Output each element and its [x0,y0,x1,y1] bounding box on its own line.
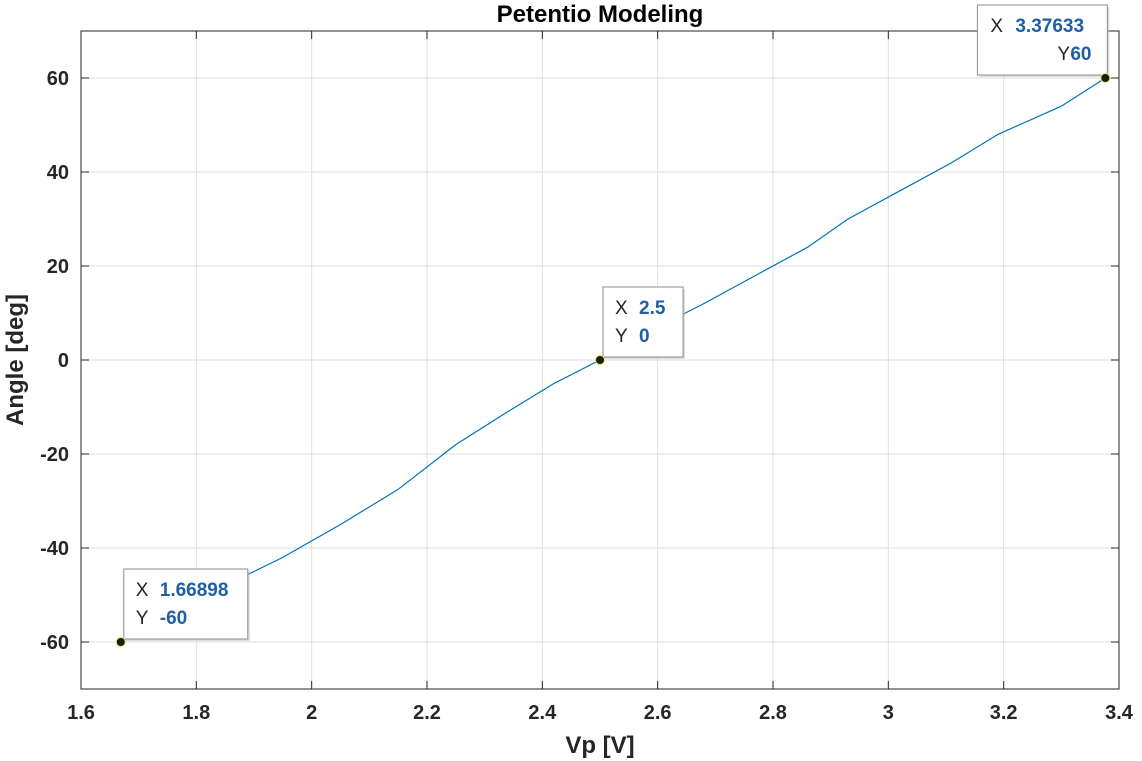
datatip-x-value: 2.5 [639,298,666,319]
datatip-y-label: Y [1057,44,1070,65]
datatip: X 1.66898 Y -60 [115,568,250,647]
datatip-y-value: 0 [639,326,650,347]
datatip-marker [115,637,126,647]
datatip-x-value: 1.66898 [160,580,229,601]
datatip-box [976,4,1108,76]
datatip-marker [595,355,605,365]
datatip-marker [1100,73,1111,83]
datatip-y-value: -60 [160,608,187,629]
y-tick-label: 20 [47,256,69,278]
y-tick-label: 40 [47,162,69,184]
datatip: X 2.5 Y 0 [595,286,685,365]
y-axis-label: Angle [deg] [2,294,29,426]
datatip-y-label: Y [615,326,628,347]
datatip-x-label: X [990,16,1003,37]
x-tick-label: 1.8 [182,702,210,724]
x-tick-label: 3.4 [1105,702,1134,724]
y-tick-label: -20 [40,444,69,466]
x-tick-label: 1.6 [67,702,95,724]
datatip-box [123,568,249,640]
chart-title: Petentio Modeling [497,1,704,28]
datatip-y-value: 60 [1070,44,1091,65]
x-tick-label: 3 [883,702,894,724]
y-tick-label: 60 [47,68,69,90]
grid-lines [80,31,1120,689]
y-tick-label: 0 [58,350,69,372]
x-tick-label: 2.6 [644,702,672,724]
x-tick-label: 3.2 [990,702,1018,724]
datatip-x-label: X [136,580,149,601]
x-tick-label: 2.8 [759,702,787,724]
datatip-box [602,286,684,358]
datatip-x-label: X [615,298,628,319]
tick-labels: 1.6 1.8 2 2.2 2.4 2.6 2.8 3 3.2 3.4 -60 -40 -20 0 20 40… [40,68,1134,724]
x-tick-label: 2 [306,702,317,724]
x-tick-label: 2.4 [528,702,557,724]
x-tick-label: 2.2 [413,702,441,724]
datatip-y-label: Y [136,608,149,629]
datatip-x-value: 3.37633 [1015,16,1084,37]
x-axis-label: Vp [V] [565,732,634,759]
datatip: X 3.37633 Y 60 [976,4,1111,83]
tick-marks [80,31,1120,689]
y-tick-label: -40 [40,538,69,560]
y-tick-label: -60 [40,632,69,654]
